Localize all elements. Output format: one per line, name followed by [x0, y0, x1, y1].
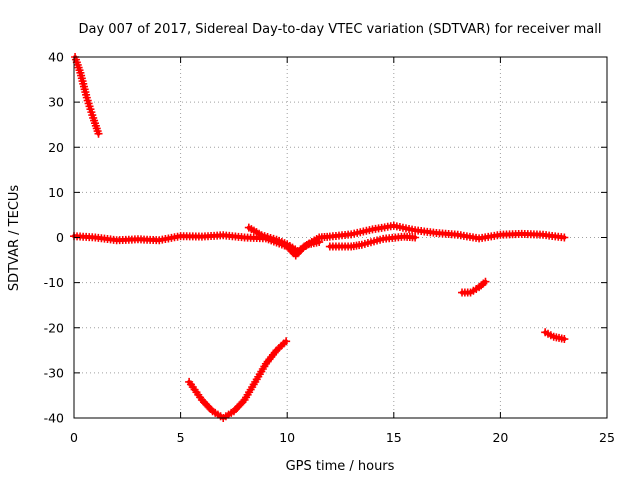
y-tick-label: 0 [56, 230, 64, 245]
y-tick-label: 20 [48, 140, 64, 155]
data-series [70, 53, 569, 422]
series-arc-18h [458, 277, 490, 297]
y-tick-label: -30 [44, 365, 64, 380]
series-arc-dip [185, 337, 291, 422]
x-tick-label: 15 [386, 430, 402, 445]
axis-ticks: 0 5 10 15 20 25 -40 -30 -20 -10 0 10 20 30 40 [44, 50, 615, 446]
y-tick-label: 40 [48, 50, 64, 65]
y-tick-label: -40 [44, 411, 64, 426]
data-point [411, 233, 420, 242]
data-point [560, 233, 569, 242]
series-arc-zero-line-2 [244, 223, 324, 256]
x-tick-label: 25 [599, 430, 615, 445]
data-point [560, 335, 569, 344]
x-tick-label: 20 [492, 430, 508, 445]
y-axis-label: SDTVAR / TECUs [7, 185, 22, 292]
x-tick-label: 0 [70, 430, 78, 445]
y-tick-label: -20 [44, 320, 64, 335]
series-arc-22h [541, 328, 569, 344]
data-point [94, 129, 103, 138]
chart-title: Day 007 of 2017, Sidereal Day-to-day VTE… [79, 22, 602, 37]
x-tick-label: 10 [279, 430, 295, 445]
series-arc-zero-line-3 [325, 232, 420, 251]
series-arc-start-steep [71, 53, 103, 138]
y-tick-label: 30 [48, 95, 64, 110]
data-point [282, 337, 291, 346]
data-point [315, 238, 324, 247]
data-point [481, 277, 490, 286]
x-axis-label: GPS time / hours [286, 459, 395, 474]
y-tick-label: -10 [44, 275, 64, 290]
x-tick-label: 5 [177, 430, 185, 445]
y-tick-label: 10 [48, 185, 64, 200]
